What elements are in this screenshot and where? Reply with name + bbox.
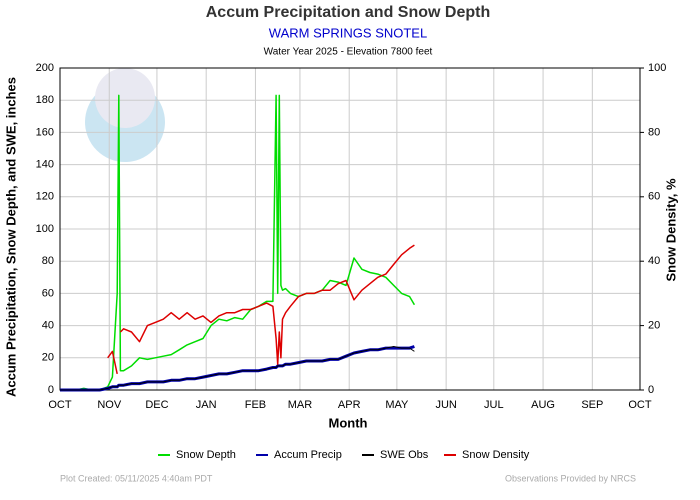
x-tick-label: FEB <box>245 399 266 411</box>
y2-tick-label: 100 <box>648 62 666 74</box>
x-axis-label: Month <box>329 415 368 430</box>
series-line <box>60 346 415 391</box>
chart-subtitle: WARM SPRINGS SNOTEL <box>269 25 427 40</box>
y-tick-label: 160 <box>36 126 54 138</box>
series-line <box>60 94 416 391</box>
y-tick-label: 80 <box>42 255 54 267</box>
y-tick-label: 0 <box>48 384 54 396</box>
y-axis-label: Accum Precipitation, Snow Depth, and SWE… <box>3 77 18 397</box>
y-tick-label: 180 <box>36 94 54 106</box>
x-tick-label: NOV <box>97 399 122 411</box>
legend-label: Accum Precip <box>274 449 342 461</box>
logo <box>85 68 165 162</box>
plot-frame <box>59 67 641 391</box>
y2-tick-label: 80 <box>648 126 660 138</box>
x-tick-label: JUL <box>484 399 504 411</box>
x-tick-label: SEP <box>581 399 603 411</box>
y2-tick-label: 0 <box>648 384 654 396</box>
x-tick-label: MAR <box>288 399 313 411</box>
y-tick-label: 200 <box>36 62 54 74</box>
x-tick-label: JUN <box>435 399 456 411</box>
y-tick-label: 20 <box>42 352 54 364</box>
legend-label: Snow Density <box>462 449 530 461</box>
footer-left: Plot Created: 05/11/2025 4:40am PDT <box>60 473 213 483</box>
y-tick-label: 40 <box>42 320 54 332</box>
x-tick-label: AUG <box>531 399 555 411</box>
chart-subtitle2: Water Year 2025 - Elevation 7800 feet <box>264 47 433 58</box>
x-tick-label: JAN <box>196 399 217 411</box>
chart-title: Accum Precipitation and Snow Depth <box>206 4 490 21</box>
x-tick-label: DEC <box>145 399 168 411</box>
legend-label: SWE Obs <box>380 449 429 461</box>
y2-tick-label: 40 <box>648 255 660 267</box>
y2-axis-label: Snow Density, % <box>663 178 678 281</box>
x-tick-label: OCT <box>628 399 652 411</box>
legend-label: Snow Depth <box>176 449 236 461</box>
x-tick-label: MAY <box>385 399 409 411</box>
y-tick-label: 120 <box>36 191 54 203</box>
y-tick-label: 60 <box>42 287 54 299</box>
series-line <box>107 244 415 375</box>
y-tick-label: 100 <box>36 223 54 235</box>
y-tick-label: 140 <box>36 159 54 171</box>
x-tick-label: OCT <box>48 399 72 411</box>
x-tick-label: APR <box>338 399 361 411</box>
y2-tick-label: 20 <box>648 320 660 332</box>
footer-right: Observations Provided by NRCS <box>505 473 636 483</box>
y2-tick-label: 60 <box>648 191 660 203</box>
